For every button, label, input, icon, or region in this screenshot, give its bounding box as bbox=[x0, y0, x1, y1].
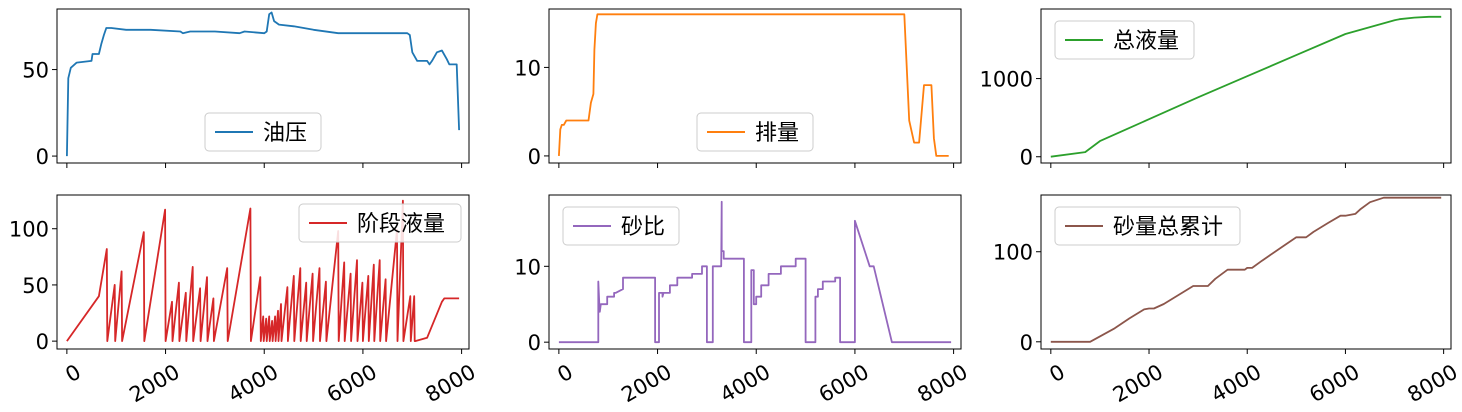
y-tick-label: 0 bbox=[528, 145, 541, 169]
x-tick-label: 2000 bbox=[125, 360, 183, 408]
x-tick-label: 6000 bbox=[323, 360, 381, 408]
subplot-3: 0 1000 总液量 bbox=[980, 8, 1452, 170]
legend-label: 排量 bbox=[755, 121, 799, 146]
series-line bbox=[1050, 15, 1442, 158]
axes-frame bbox=[56, 194, 470, 350]
y-tick-label: 1000 bbox=[980, 68, 1033, 92]
legend: 砂量总累计 bbox=[1054, 206, 1241, 246]
subplot-1: 0 50 油压 bbox=[22, 8, 470, 169]
legend-box bbox=[696, 112, 814, 152]
legend: 排量 bbox=[696, 112, 814, 152]
x-tick-label: 8000 bbox=[1403, 360, 1461, 408]
legend: 砂比 bbox=[562, 206, 680, 246]
subplot-4: 0 50 100 0 2000 4000 6000 8000 阶段液量 bbox=[9, 194, 480, 408]
y-tick-label: 0 bbox=[1020, 146, 1033, 170]
legend-box bbox=[562, 206, 680, 246]
axes-frame bbox=[56, 8, 470, 164]
y-tick-label: 0 bbox=[36, 145, 49, 169]
series-line bbox=[558, 13, 949, 157]
x-tick-label: 0 bbox=[61, 360, 85, 387]
legend-box bbox=[1054, 206, 1241, 246]
x-tick-label: 4000 bbox=[224, 360, 282, 408]
y-tick-label: 50 bbox=[22, 59, 49, 83]
x-tick-label: 2000 bbox=[1109, 360, 1167, 408]
axes-frame bbox=[548, 8, 962, 164]
x-tick-label: 8000 bbox=[421, 360, 479, 408]
series-line bbox=[66, 199, 460, 342]
legend-label: 总液量 bbox=[1113, 29, 1179, 54]
y-tick-label: 0 bbox=[1020, 331, 1033, 355]
x-tick-label: 6000 bbox=[1305, 360, 1363, 408]
legend-box bbox=[204, 112, 322, 152]
legend-label: 砂比 bbox=[621, 215, 665, 240]
y-tick-label: 100 bbox=[993, 241, 1033, 265]
legend-box bbox=[298, 203, 462, 243]
legend-label: 砂量总累计 bbox=[1113, 215, 1223, 240]
subplot-5: 0 10 0 2000 4000 6000 8000 砂比 bbox=[514, 194, 972, 408]
x-tick-label: 6000 bbox=[815, 360, 873, 408]
y-tick-label: 0 bbox=[528, 331, 541, 355]
series-line bbox=[558, 200, 952, 344]
subplot-2: 0 10 排量 bbox=[514, 8, 962, 169]
axes-frame bbox=[548, 194, 962, 350]
axes-frame bbox=[1040, 194, 1452, 350]
legend: 总液量 bbox=[1054, 20, 1195, 60]
x-tick-label: 2000 bbox=[617, 360, 675, 408]
x-tick-label: 4000 bbox=[1207, 360, 1265, 408]
legend: 阶段液量 bbox=[298, 203, 462, 243]
x-tick-label: 0 bbox=[553, 360, 577, 387]
x-tick-label: 8000 bbox=[913, 360, 971, 408]
axes-frame bbox=[1040, 8, 1452, 164]
series-line bbox=[66, 11, 460, 157]
y-tick-label: 10 bbox=[514, 56, 541, 80]
legend-box bbox=[1054, 20, 1195, 60]
y-tick-label: 10 bbox=[514, 255, 541, 279]
y-tick-label: 0 bbox=[36, 330, 49, 354]
x-tick-label: 4000 bbox=[716, 360, 774, 408]
legend-label: 油压 bbox=[263, 121, 307, 146]
x-tick-label: 0 bbox=[1045, 360, 1069, 387]
series-line bbox=[1050, 196, 1442, 343]
y-tick-label: 50 bbox=[22, 274, 49, 298]
legend: 油压 bbox=[204, 112, 322, 152]
y-tick-label: 100 bbox=[9, 218, 49, 242]
legend-label: 阶段液量 bbox=[357, 212, 445, 237]
